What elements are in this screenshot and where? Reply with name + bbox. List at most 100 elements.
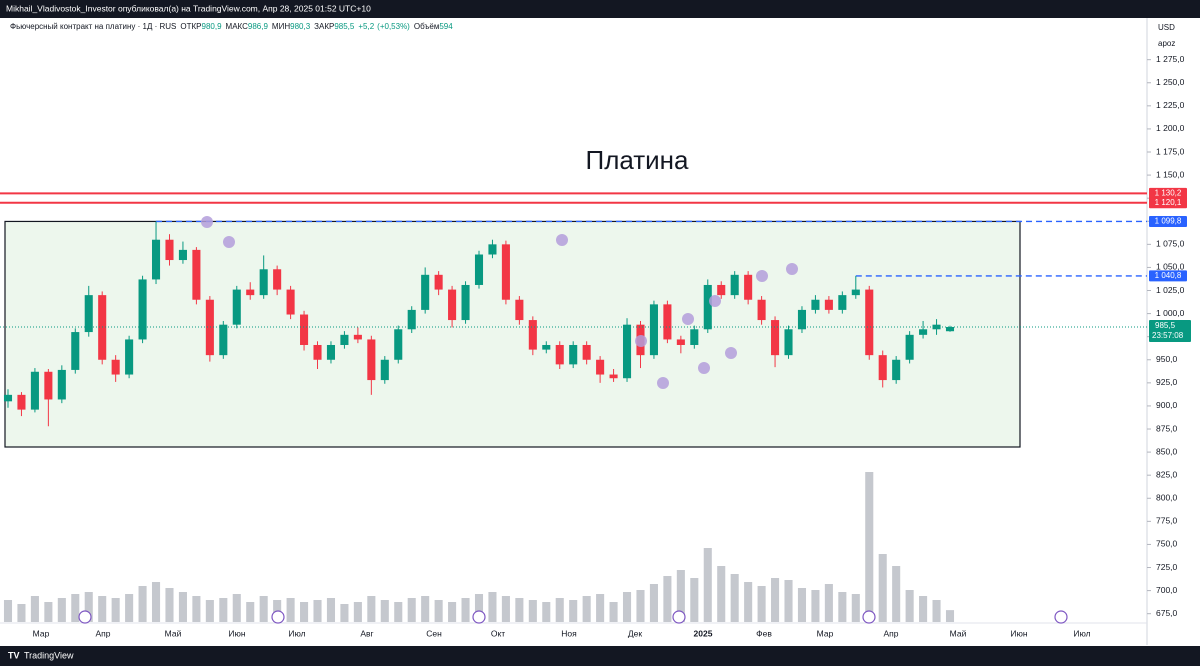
highlight xyxy=(635,335,647,347)
volume-bar xyxy=(192,596,201,622)
event-icon[interactable] xyxy=(672,610,686,624)
volume-bar xyxy=(84,592,93,622)
volume-bar xyxy=(407,598,416,622)
range-box xyxy=(4,220,1021,448)
candle-body xyxy=(622,324,632,379)
event-icon[interactable] xyxy=(271,610,285,624)
x-tick-label: Апр xyxy=(96,628,111,638)
candle-body xyxy=(851,289,860,296)
legend-stat-value: 985,5 xyxy=(334,22,355,31)
volume-bar xyxy=(878,554,887,622)
event-icon[interactable] xyxy=(472,610,486,624)
x-tick-label: 2025 xyxy=(694,628,713,638)
volume-bar xyxy=(784,580,793,622)
legend-symbol: Фьючерсный контракт на платину · 1Д · RU… xyxy=(10,22,176,31)
top-bar xyxy=(0,0,1200,18)
candle-body xyxy=(138,279,147,340)
candle-body xyxy=(596,359,605,375)
highlight xyxy=(698,362,710,374)
volume-bar xyxy=(165,588,174,622)
scale-mode: apoz xyxy=(1158,39,1175,48)
volume-bar xyxy=(286,598,295,622)
legend-stat-name: ОТКР xyxy=(180,22,201,31)
candle-body xyxy=(905,334,914,360)
volume-bar xyxy=(17,604,26,622)
x-tick-label: Апр xyxy=(884,628,899,638)
legend-change: +5,2 xyxy=(358,22,374,31)
legend-stat-name: МИН xyxy=(272,22,290,31)
author-line: Mikhail_Vladivostok_Investor опубликовал… xyxy=(6,3,371,13)
x-tick-label: Мар xyxy=(33,628,50,638)
candle-body xyxy=(367,339,376,381)
currency: USD xyxy=(1158,23,1175,32)
x-tick-label: Май xyxy=(165,628,182,638)
volume-bar xyxy=(300,602,309,622)
volume-bar xyxy=(111,598,120,622)
candle-body xyxy=(838,295,847,310)
x-tick-label: Мар xyxy=(817,628,834,638)
candle-body xyxy=(919,329,928,335)
volume-bar xyxy=(421,596,430,622)
candle-body xyxy=(205,299,214,356)
candle-body xyxy=(542,344,551,350)
candle-body xyxy=(811,299,820,310)
volume-bar xyxy=(98,596,107,622)
volume-bar xyxy=(44,602,53,622)
highlight xyxy=(657,377,669,389)
y-tick-label: 1 200,0 xyxy=(1156,123,1185,133)
volume-bar xyxy=(57,598,66,622)
y-tick-label: 775,0 xyxy=(1156,516,1178,526)
volume-bar xyxy=(3,600,13,622)
highlight xyxy=(786,263,798,275)
candle-body xyxy=(448,289,457,321)
event-icon[interactable] xyxy=(78,610,92,624)
candle-body xyxy=(30,371,39,410)
volume-bar xyxy=(474,594,484,622)
candle-body xyxy=(528,320,537,350)
candle-body xyxy=(151,239,161,280)
candle-body xyxy=(192,249,201,300)
legend-stat-name: МАКС xyxy=(226,22,249,31)
candle-body xyxy=(178,249,187,261)
legend: Фьючерсный контракт на платину · 1Д · RU… xyxy=(10,22,453,31)
candle-body xyxy=(703,284,712,330)
legend-stat-value: 980,9 xyxy=(202,22,223,31)
highlight xyxy=(709,295,721,307)
y-tick-label: 1 150,0 xyxy=(1156,169,1185,179)
y-tick-label: 1 275,0 xyxy=(1156,54,1185,64)
candle-body xyxy=(690,329,699,345)
volume-bar xyxy=(730,574,739,622)
x-tick-label: Дек xyxy=(628,628,642,638)
x-tick-label: Окт xyxy=(491,628,505,638)
candle-body xyxy=(878,355,887,381)
candle-body xyxy=(717,284,726,296)
volume-bar xyxy=(138,586,147,622)
level-tag xyxy=(1149,187,1187,199)
candle-body xyxy=(165,239,174,261)
volume-bar xyxy=(663,576,672,622)
candle-body xyxy=(125,339,134,375)
candle-body xyxy=(71,332,80,370)
legend-stat-value: 986,9 xyxy=(248,22,269,31)
candle-body xyxy=(461,284,470,321)
candle-body xyxy=(353,334,362,340)
volume-bar xyxy=(838,592,847,622)
event-icon[interactable] xyxy=(1054,610,1068,624)
volume-bar xyxy=(919,596,928,622)
candle-body xyxy=(326,344,336,360)
candle-body xyxy=(757,299,766,321)
y-tick-label: 1 250,0 xyxy=(1156,77,1185,87)
footer-logo: TV xyxy=(8,650,20,660)
highlight xyxy=(756,270,768,282)
volume-bar xyxy=(367,596,376,622)
volume-bar xyxy=(125,594,134,622)
volume-bar xyxy=(824,584,833,622)
y-tick-label: 925,0 xyxy=(1156,377,1178,387)
legend-stat-name: ЗАКР xyxy=(314,22,334,31)
volume-bar xyxy=(71,594,80,622)
event-icon[interactable] xyxy=(862,610,876,624)
legend-volume-name: Объём xyxy=(414,22,440,31)
candle-body xyxy=(945,326,955,332)
y-tick-label: 1 175,0 xyxy=(1156,146,1185,156)
